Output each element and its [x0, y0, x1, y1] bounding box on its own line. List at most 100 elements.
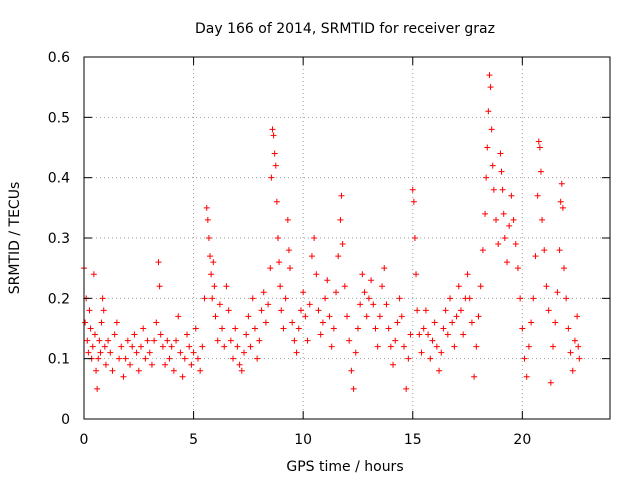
data-point [545, 307, 552, 314]
data-point [97, 349, 104, 356]
data-point [100, 307, 107, 314]
data-point [322, 295, 329, 302]
data-point [537, 168, 544, 175]
data-point [284, 216, 291, 223]
data-point [204, 216, 211, 223]
data-point [111, 331, 118, 338]
data-point [498, 168, 505, 175]
data-point [499, 186, 506, 193]
data-point [361, 289, 368, 296]
y-tick-label: 0 [61, 412, 70, 428]
data-point [144, 337, 151, 344]
data-point [268, 174, 275, 181]
data-point [490, 186, 497, 193]
data-point [270, 132, 277, 139]
data-point [444, 331, 451, 338]
data-point [190, 349, 197, 356]
data-point [319, 319, 326, 326]
data-point [536, 144, 543, 151]
data-point [84, 337, 91, 344]
data-point [105, 337, 112, 344]
data-point [440, 325, 447, 332]
data-point [295, 325, 302, 332]
data-point [179, 373, 186, 380]
data-point [280, 325, 287, 332]
data-point [372, 325, 379, 332]
data-point [197, 367, 204, 374]
data-point [258, 307, 265, 314]
data-point [411, 235, 418, 241]
data-point [576, 355, 583, 362]
data-point [400, 343, 407, 350]
data-point [363, 313, 370, 320]
data-point [387, 343, 394, 350]
data-point [94, 385, 101, 392]
data-point [260, 289, 267, 296]
data-point [385, 325, 392, 332]
data-point [243, 331, 250, 338]
x-axis-label: GPS time / hours [286, 459, 403, 475]
data-point [506, 222, 513, 229]
data-point [407, 331, 414, 338]
data-point [460, 331, 467, 338]
data-point [99, 295, 106, 302]
data-point [102, 361, 109, 368]
data-point [333, 289, 340, 296]
data-point [521, 355, 528, 362]
data-point [113, 319, 120, 326]
data-point [317, 331, 324, 338]
data-point [269, 126, 276, 133]
data-point [390, 361, 397, 368]
data-point [192, 325, 199, 332]
data-point [137, 343, 144, 350]
data-point [396, 295, 403, 302]
data-point [541, 247, 548, 254]
data-point [116, 355, 123, 362]
data-point [272, 162, 279, 169]
data-point [326, 313, 333, 320]
data-point [493, 216, 500, 223]
data-point [267, 265, 274, 272]
data-point [565, 325, 572, 332]
data-point [512, 241, 519, 248]
data-point [383, 301, 390, 308]
data-point [485, 108, 492, 115]
data-point [91, 331, 98, 338]
data-point [221, 343, 228, 350]
data-point [142, 355, 149, 362]
data-point [552, 319, 559, 326]
data-point [558, 180, 565, 187]
data-point [277, 283, 284, 290]
data-point [447, 295, 454, 302]
data-point [159, 343, 166, 350]
y-tick-label: 0.2 [48, 291, 70, 307]
data-point [354, 325, 361, 332]
data-point [338, 192, 345, 199]
data-point [186, 343, 193, 350]
data-point [501, 235, 508, 241]
axis-ticks [83, 56, 610, 420]
data-point [344, 313, 350, 320]
data-point [285, 247, 292, 254]
data-point [556, 247, 563, 254]
data-point [146, 349, 153, 356]
data-point [554, 289, 561, 296]
data-point [287, 265, 294, 272]
data-point [479, 247, 486, 254]
data-point [563, 295, 570, 302]
data-point [471, 373, 478, 380]
data-point [379, 283, 386, 290]
data-point [557, 198, 564, 205]
data-point [271, 150, 278, 157]
data-point [181, 355, 188, 362]
data-point [82, 319, 89, 326]
data-point [418, 349, 425, 356]
data-point [90, 271, 97, 278]
data-point [148, 361, 155, 368]
data-point [85, 349, 92, 356]
data-point [109, 367, 116, 374]
data-point [210, 259, 217, 266]
data-point [249, 295, 256, 302]
data-point [523, 373, 530, 380]
data-point [89, 343, 96, 350]
